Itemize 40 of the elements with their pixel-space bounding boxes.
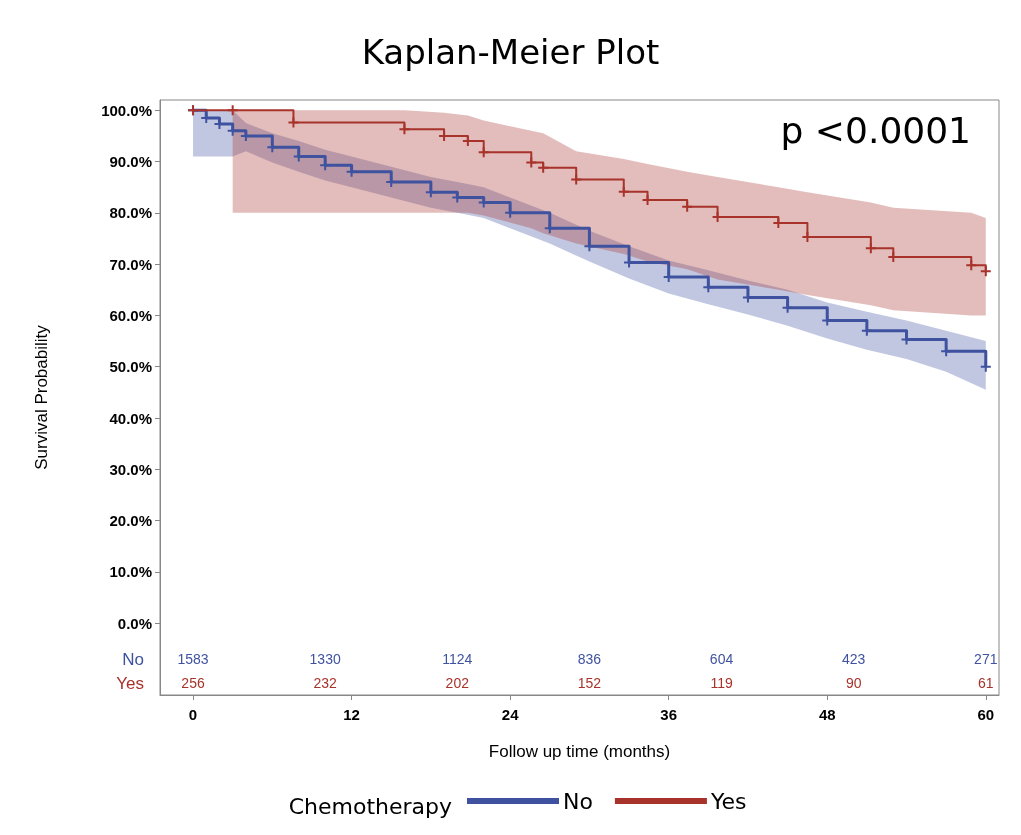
annotation: p <0.0001 bbox=[780, 109, 972, 151]
y-tick-label: 70.0% bbox=[109, 255, 152, 273]
text: Yes bbox=[116, 673, 144, 693]
legend-label: Yes bbox=[709, 788, 747, 814]
annotation: 90 bbox=[845, 675, 862, 692]
x-tick-label: 12 bbox=[343, 706, 360, 723]
legend-label: No bbox=[563, 788, 593, 814]
x-tick-label: 0 bbox=[188, 706, 198, 723]
annotation: 61 bbox=[978, 675, 994, 692]
annotation: 1330 bbox=[309, 651, 341, 668]
annotation: 271 bbox=[974, 651, 998, 668]
y-tick-label: 90.0% bbox=[109, 153, 152, 171]
x-tick-label: 48 bbox=[818, 706, 836, 723]
y-tick-label: 100.0% bbox=[101, 101, 152, 119]
annotation: 232 bbox=[313, 675, 338, 692]
x-tick-label: 36 bbox=[660, 706, 678, 723]
annotation: 256 bbox=[181, 675, 205, 692]
annotation: 1124 bbox=[442, 651, 473, 668]
x-tick-label: 60 bbox=[977, 706, 995, 723]
x-tick-label: 24 bbox=[501, 706, 520, 723]
annotation: 604 bbox=[709, 651, 734, 668]
annotation: 202 bbox=[445, 675, 470, 692]
text: No bbox=[122, 649, 144, 669]
annotation: 423 bbox=[841, 651, 866, 668]
y-tick-label: 0.0% bbox=[117, 614, 152, 632]
y-tick-label: 20.0% bbox=[109, 512, 152, 530]
annotation: 152 bbox=[577, 675, 602, 692]
y-tick-label: 80.0% bbox=[109, 204, 152, 222]
y-tick-label: 40.0% bbox=[109, 409, 152, 427]
y-axis-title: Survival Probability bbox=[32, 324, 51, 470]
y-tick-label: 60.0% bbox=[109, 306, 152, 324]
annotation: 119 bbox=[710, 675, 733, 692]
annotation: 1583 bbox=[177, 651, 209, 668]
y-tick-label: 50.0% bbox=[109, 358, 152, 376]
y-tick-label: 30.0% bbox=[109, 460, 152, 478]
legend-title: Chemotherapy bbox=[288, 793, 453, 819]
chart-title: Kaplan-Meier Plot bbox=[361, 32, 660, 72]
annotation: 836 bbox=[577, 651, 602, 668]
y-tick-label: 10.0% bbox=[109, 563, 152, 581]
x-axis-title: Follow up time (months) bbox=[488, 742, 671, 761]
